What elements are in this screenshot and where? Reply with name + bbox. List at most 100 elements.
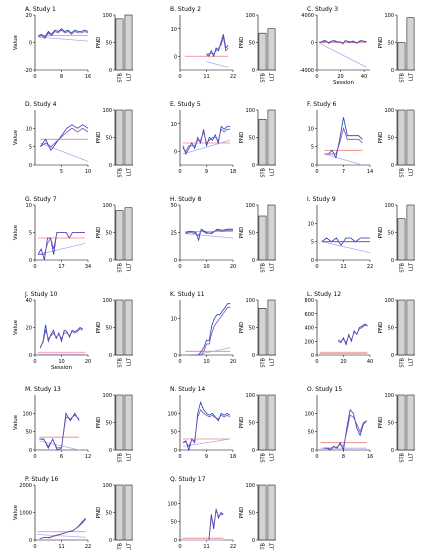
pnd-bar-llt — [267, 299, 276, 356]
y-axis-label: Value — [13, 414, 19, 430]
bar-category-label: LLT — [408, 357, 414, 366]
reference-line-2 — [38, 243, 85, 255]
bar-y-tick-label: 0 — [252, 448, 255, 454]
reference-line-2 — [206, 61, 229, 68]
bar-y-axis-label: PND — [378, 37, 384, 49]
panel-title: L. Study 12 — [307, 291, 341, 298]
x-tick-label: 9 — [205, 454, 208, 460]
panel-title: P. Study 16 — [25, 476, 59, 483]
bar-y-tick-label: 100 — [384, 108, 394, 114]
x-tick-label: 0 — [33, 544, 36, 550]
panel-14: N. Study 14 0 50 100 0 9 18 0 50 100 PND STB LLT — [167, 386, 276, 463]
y-tick-label: 100 — [22, 411, 32, 417]
panel-title: K. Study 11 — [170, 291, 205, 298]
bar-category-label: STB — [399, 452, 405, 462]
bar-y-tick-label: 0 — [252, 353, 255, 359]
bar-y-tick-label: 0 — [252, 258, 255, 264]
x-tick-label: 0 — [315, 264, 318, 270]
bar-y-tick-label: 100 — [384, 298, 394, 304]
y-tick-label: 5 — [29, 145, 32, 151]
reference-line-2 — [324, 153, 363, 166]
pnd-bar-llt — [406, 299, 415, 356]
bar-category-label: LLT — [126, 542, 132, 550]
y-tick-label: 2000 — [19, 483, 32, 489]
bar-y-tick-label: 0 — [252, 538, 255, 544]
series-line-2 — [206, 36, 229, 57]
series-line-2 — [40, 127, 89, 148]
bar-y-axis-label: PND — [239, 227, 245, 239]
bar-category-label: LLT — [408, 72, 414, 81]
pnd-bar-llt — [124, 394, 133, 451]
panel-title: D. Study 4 — [25, 101, 57, 108]
x-tick-label: 6 — [60, 454, 63, 460]
bar-y-tick-label: 50 — [249, 41, 255, 47]
y-tick-label: 10 — [171, 27, 177, 33]
y-tick-label: 10 — [26, 126, 32, 132]
x-tick-label: 10 — [85, 169, 91, 175]
pnd-bar-stb — [258, 119, 267, 166]
x-tick-label: 22 — [367, 264, 373, 270]
series-line-1 — [39, 124, 89, 152]
pnd-bar-llt — [267, 394, 276, 451]
bar-category-label: STB — [117, 357, 123, 367]
bar-y-tick-label: 50 — [106, 231, 112, 237]
y-tick-label: 20 — [26, 326, 32, 332]
y-tick-label: 0 — [174, 448, 177, 454]
x-tick-label: 22 — [230, 74, 236, 80]
pnd-bar-llt — [124, 484, 133, 541]
x-tick-label: 0 — [178, 454, 181, 460]
panel-title: J. Study 10 — [24, 291, 58, 298]
reference-line-2 — [319, 42, 367, 68]
series-line-2 — [38, 29, 89, 40]
y-tick-label: 10 — [308, 221, 314, 227]
panel-16: P. Study 1601000200001122ValueSession050… — [13, 476, 133, 550]
series-line-1 — [39, 412, 80, 451]
pnd-bar-llt — [406, 17, 415, 71]
series-line-2 — [38, 232, 85, 255]
y-tick-label: 10 — [171, 122, 177, 128]
x-tick-label: 8 — [60, 74, 63, 80]
bar-y-tick-label: 0 — [252, 163, 255, 169]
panel-title: B. Study 2 — [170, 6, 201, 13]
bar-y-tick-label: 50 — [388, 421, 394, 427]
y-tick-label: 0 — [311, 353, 314, 359]
series-line-2 — [182, 408, 231, 448]
y-tick-label: 0 — [311, 163, 314, 169]
bar-y-tick-label: 100 — [102, 108, 112, 114]
y-tick-label: 800 — [304, 298, 314, 304]
bar-category-label: LLT — [269, 542, 275, 550]
x-tick-label: 17 — [58, 264, 64, 270]
bar-category-label: LLT — [126, 72, 132, 81]
y-tick-label: 1000 — [19, 511, 32, 517]
x-tick-label: 0 — [33, 264, 36, 270]
x-tick-label: 18 — [230, 454, 236, 460]
pnd-bar-stb — [258, 484, 267, 541]
bar-y-tick-label: 0 — [109, 353, 112, 359]
bar-y-axis-label: PND — [96, 507, 102, 519]
panel-title: E. Study 5 — [170, 101, 201, 108]
x-tick-label: 20 — [85, 359, 91, 365]
x-axis-label: Session — [51, 365, 72, 371]
bar-category-label: LLT — [269, 167, 275, 176]
y-axis-label: Value — [13, 129, 19, 145]
bar-category-label: LLT — [126, 262, 132, 271]
bar-y-tick-label: 100 — [102, 483, 112, 489]
bar-y-axis-label: PND — [239, 132, 245, 144]
x-tick-label: 0 — [178, 169, 181, 175]
x-tick-label: 20 — [337, 74, 343, 80]
x-tick-label: 40 — [361, 74, 367, 80]
bar-category-label: STB — [117, 542, 123, 550]
panel-13: M. Study 13 0 50 100 0 6 12 Value 0 50 100 PND STB LL… — [13, 386, 133, 463]
bar-y-tick-label: 50 — [106, 41, 112, 47]
y-tick-label: 200 — [304, 339, 314, 345]
bar-category-label: STB — [399, 357, 405, 367]
x-tick-label: 7 — [342, 169, 345, 175]
bar-y-tick-label: 50 — [106, 511, 112, 517]
bar-category-label: LLT — [126, 357, 132, 366]
panel-title: A. Study 1 — [25, 6, 56, 13]
x-tick-label: 14 — [367, 169, 373, 175]
y-tick-label: 4000 — [301, 13, 314, 19]
